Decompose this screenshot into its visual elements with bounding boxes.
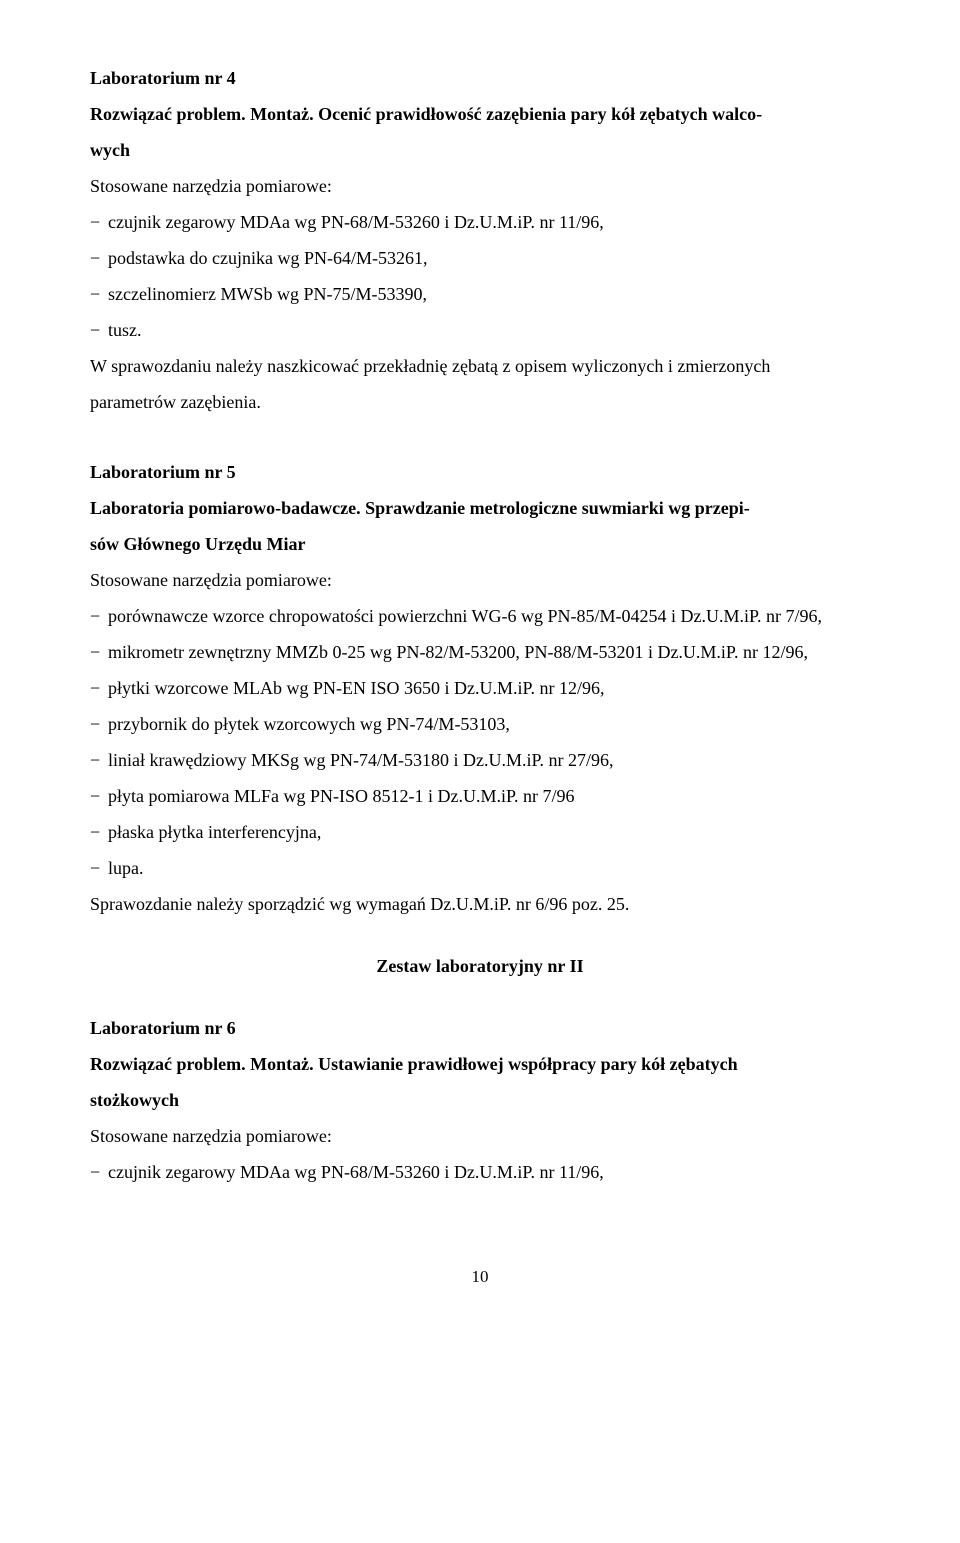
list-item: przybornik do płytek wzorcowych wg PN-74… (108, 706, 870, 742)
lab5-tools-label: Stosowane narzędzia pomiarowe: (90, 562, 870, 598)
lab5-note: Sprawozdanie należy sporządzić wg wymaga… (90, 886, 870, 922)
list-item: podstawka do czujnika wg PN-64/M-53261, (108, 240, 870, 276)
lab6-title-line1: Rozwiązać problem. Montaż. Ustawianie pr… (90, 1046, 870, 1082)
lab4-title-line1: Rozwiązać problem. Montaż. Ocenić prawid… (90, 96, 870, 132)
lab4-heading: Laboratorium nr 4 (90, 60, 870, 96)
set2-title: Zestaw laboratoryjny nr II (90, 948, 870, 984)
lab4-tools-list: czujnik zegarowy MDAa wg PN-68/M-53260 i… (90, 204, 870, 348)
lab5-tools-list: porównawcze wzorce chropowatości powierz… (90, 598, 870, 886)
lab4-title-line2: wych (90, 132, 870, 168)
list-item: liniał krawędziowy MKSg wg PN-74/M-53180… (108, 742, 870, 778)
list-item: porównawcze wzorce chropowatości powierz… (108, 598, 870, 634)
page-number: 10 (90, 1260, 870, 1294)
list-item: szczelinomierz MWSb wg PN-75/M-53390, (108, 276, 870, 312)
lab6-tools-list: czujnik zegarowy MDAa wg PN-68/M-53260 i… (90, 1154, 870, 1190)
list-item: płytki wzorcowe MLAb wg PN-EN ISO 3650 i… (108, 670, 870, 706)
lab4-tools-label: Stosowane narzędzia pomiarowe: (90, 168, 870, 204)
list-item: czujnik zegarowy MDAa wg PN-68/M-53260 i… (108, 204, 870, 240)
lab4-note-line2: parametrów zazębienia. (90, 384, 870, 420)
lab6-title-line2: stożkowych (90, 1082, 870, 1118)
lab5-title-line1: Laboratoria pomiarowo-badawcze. Sprawdza… (90, 490, 870, 526)
list-item: płyta pomiarowa MLFa wg PN-ISO 8512-1 i … (108, 778, 870, 814)
lab6-tools-label: Stosowane narzędzia pomiarowe: (90, 1118, 870, 1154)
lab5-heading: Laboratorium nr 5 (90, 454, 870, 490)
list-item: tusz. (108, 312, 870, 348)
list-item: czujnik zegarowy MDAa wg PN-68/M-53260 i… (108, 1154, 870, 1190)
lab4-note-line1: W sprawozdaniu należy naszkicować przekł… (90, 348, 870, 384)
lab5-title-line2: sów Głównego Urzędu Miar (90, 526, 870, 562)
list-item: płaska płytka interferencyjna, (108, 814, 870, 850)
list-item: mikrometr zewnętrzny MMZb 0-25 wg PN-82/… (108, 634, 870, 670)
list-item: lupa. (108, 850, 870, 886)
lab6-heading: Laboratorium nr 6 (90, 1010, 870, 1046)
